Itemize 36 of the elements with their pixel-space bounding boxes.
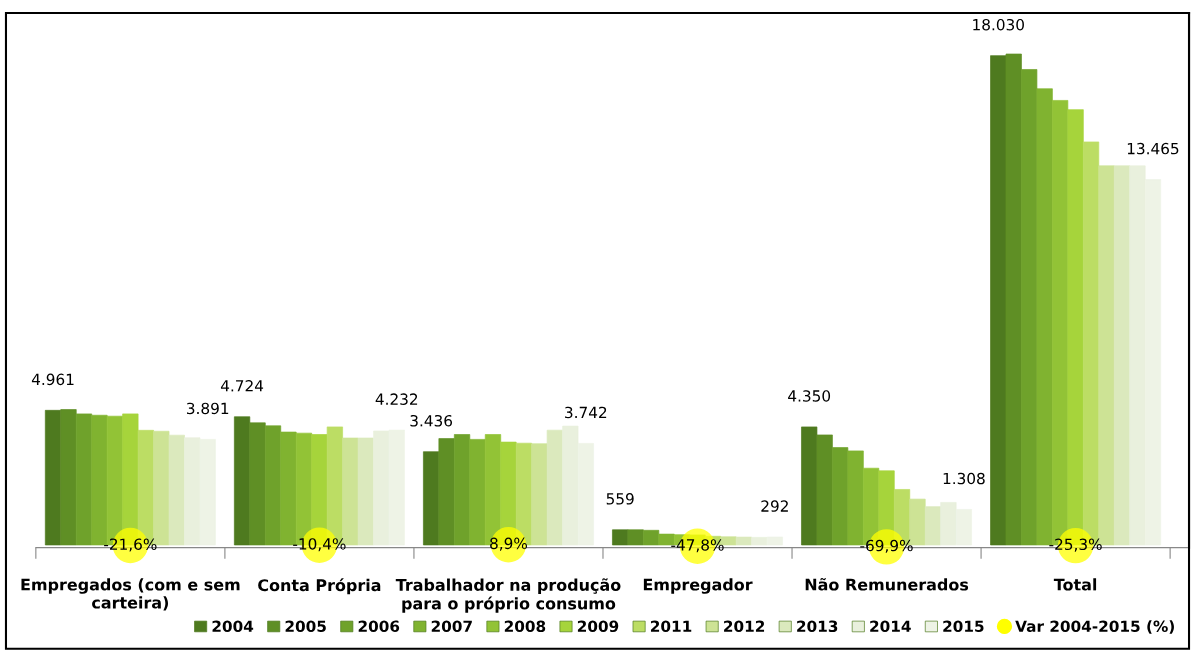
data-label: -69,9% xyxy=(860,539,913,553)
data-label: 4.961 xyxy=(31,373,74,386)
data-label: 4.724 xyxy=(220,380,264,392)
legend-label: 2014 xyxy=(870,620,911,633)
x-tick-label: Não Remunerados xyxy=(805,577,969,591)
data-label: 559 xyxy=(606,493,634,505)
data-label: 13.465 xyxy=(1127,142,1179,155)
data-label: 8,9% xyxy=(490,537,528,551)
x-tick-label: Empregador xyxy=(643,578,753,594)
legend-label: 2005 xyxy=(285,620,326,633)
data-label: -10,4% xyxy=(293,538,346,552)
legend-label: Var 2004-2015 (%) xyxy=(1015,620,1174,634)
x-tick-label: Total xyxy=(1053,578,1097,591)
data-label: 4.350 xyxy=(788,390,831,402)
legend-label: 2011 xyxy=(650,620,692,633)
data-label: -47,8% xyxy=(671,539,724,553)
data-label: 292 xyxy=(761,500,788,512)
data-label: 3.891 xyxy=(187,402,229,415)
legend-label: 2008 xyxy=(504,620,546,633)
legend-label: 2006 xyxy=(358,620,400,633)
legend-label: 2012 xyxy=(724,620,765,633)
x-tick-label: Empregados (com e sem carteira) xyxy=(21,578,240,611)
x-tick-label: Trabalhador na produção para o próprio consumo xyxy=(395,578,621,613)
data-label: 3.436 xyxy=(410,414,453,427)
legend-label: 2013 xyxy=(797,620,838,633)
data-label: 18.030 xyxy=(973,18,1024,31)
legend-label: 2009 xyxy=(577,620,619,633)
legend-label: 2015 xyxy=(943,620,984,633)
data-label: 1.308 xyxy=(943,472,985,485)
data-label: -21,6% xyxy=(104,538,157,552)
data-label: 3.742 xyxy=(565,406,607,419)
data-label: -25,3% xyxy=(1049,538,1102,552)
x-tick-label: Conta Própria xyxy=(258,578,381,595)
legend-label: 2007 xyxy=(431,620,472,633)
legend-label: 2004 xyxy=(212,620,254,633)
data-label: 4.232 xyxy=(375,393,418,405)
